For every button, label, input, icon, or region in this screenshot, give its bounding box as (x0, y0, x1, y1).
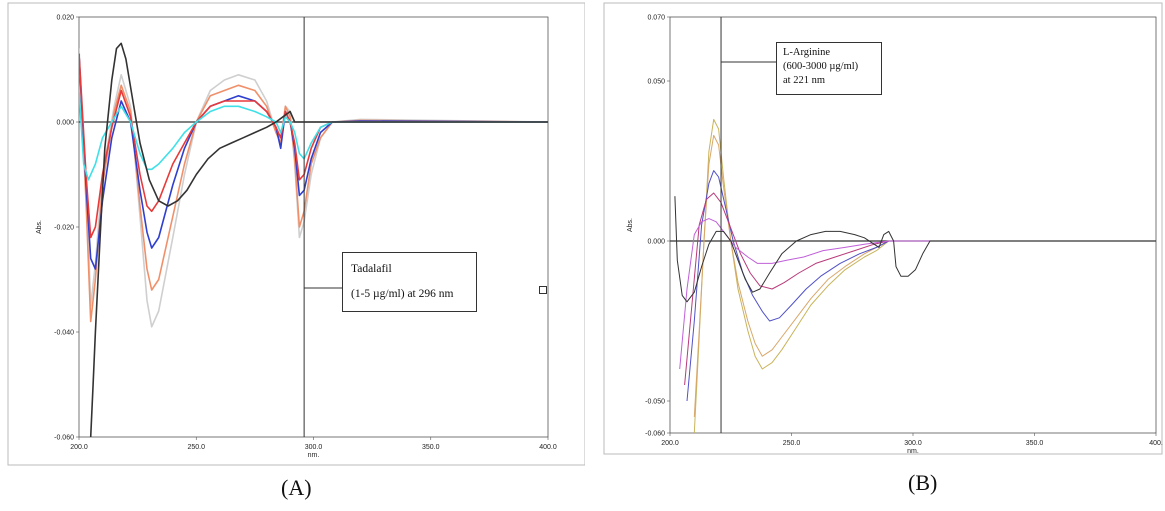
chart-b-x-tick-label: 200.0 (661, 440, 679, 447)
chart-a-y-tick-label: -0.060 (54, 435, 74, 442)
chart-a-series-line-4 (79, 53, 548, 239)
chart-a-series-line-5 (79, 90, 548, 181)
chart-a-y-axis-label: Abs. (36, 220, 43, 234)
chart-a-x-tick-label: 200.0 (70, 444, 88, 451)
chart-b-y-tick-label: 0.050 (647, 79, 665, 86)
chart-b-plot-frame (669, 16, 1157, 434)
chart-panel-a: 0.020 0.000 -0.020 -0.040 -0.060 200.0 250.0 30… (0, 0, 586, 506)
chart-a-panel-label: (A) (281, 475, 312, 500)
chart-a-svg: 0.020 0.000 -0.020 -0.040 -0.060 200.0 250.0 30… (7, 2, 586, 466)
chart-a-plot-frame (78, 16, 549, 438)
chart-b-annotation-box: L-Arginine (600-3000 µg/ml) at 221 nm (776, 42, 882, 95)
chart-a-x-tick-label: 350.0 (422, 444, 440, 451)
chart-a-y-tick-label: 0.000 (56, 120, 74, 127)
chart-b-series-line-4 (684, 192, 1156, 386)
chart-b-y-axis-label: Abs. (627, 218, 634, 232)
chart-b-series-group (670, 17, 1156, 433)
chart-a-annotation-line-1: Tadalafil (351, 263, 392, 275)
chart-b-y-tick-label: -0.060 (645, 431, 665, 438)
chart-a-x-tick-label: 250.0 (187, 444, 205, 451)
chart-b-annotation-line-3: at 221 nm (783, 75, 825, 86)
chart-a-y-tick-label: -0.040 (54, 330, 74, 337)
chart-b-x-tick-label: 250.0 (783, 440, 801, 447)
chart-b-outer-frame (603, 2, 1163, 455)
chart-b-series-line-6 (674, 196, 1156, 303)
chart-b-x-tick-label: 400. (1149, 440, 1163, 447)
chart-a-series-line-6 (89, 42, 548, 437)
chart-panel-b: 0.070 0.050 0.000 -0.050 -0.060 200.0 250.0 300… (600, 0, 1165, 506)
chart-b-series-line-1 (693, 118, 1156, 433)
chart-b-x-tick-label: 300.0 (904, 440, 922, 447)
chart-a-series-group (79, 17, 548, 437)
chart-a-x-axis-label: nm. (308, 452, 320, 459)
chart-a-annotation-line-2: (1-5 µg/ml) at 296 nm (351, 288, 454, 300)
chart-a-annotation-box: Tadalafil (1-5 µg/ml) at 296 nm (342, 252, 477, 312)
chart-b-y-tick-label: -0.050 (645, 399, 665, 406)
chart-b-y-tick-label: 0.000 (647, 239, 665, 246)
chart-a-series-line-2 (79, 53, 548, 323)
chart-b-series-line-2 (693, 134, 1156, 418)
chart-a-series-line-1 (79, 48, 548, 328)
chart-b-series-line-3 (686, 170, 1156, 402)
chart-a-square-marker (539, 286, 547, 294)
chart-b-annotation-line-1: L-Arginine (783, 47, 831, 58)
chart-a-y-tick-label: -0.020 (54, 225, 74, 232)
chart-b-series-line-5 (679, 218, 1156, 370)
chart-a-y-tick-label: 0.020 (56, 15, 74, 22)
chart-a-x-tick-label: 300.0 (305, 444, 323, 451)
chart-b-svg: 0.070 0.050 0.000 -0.050 -0.060 200.0 250.0 300… (603, 2, 1163, 455)
chart-b-y-tick-label: 0.070 (647, 15, 665, 22)
chart-b-annotation-line-2: (600-3000 µg/ml) (783, 61, 859, 72)
chart-a-x-tick-label: 400.0 (539, 444, 557, 451)
chart-b-x-axis-label: nm. (907, 448, 919, 455)
chart-b-panel-label: (B) (908, 470, 938, 495)
chart-b-x-tick-label: 350.0 (1026, 440, 1044, 447)
